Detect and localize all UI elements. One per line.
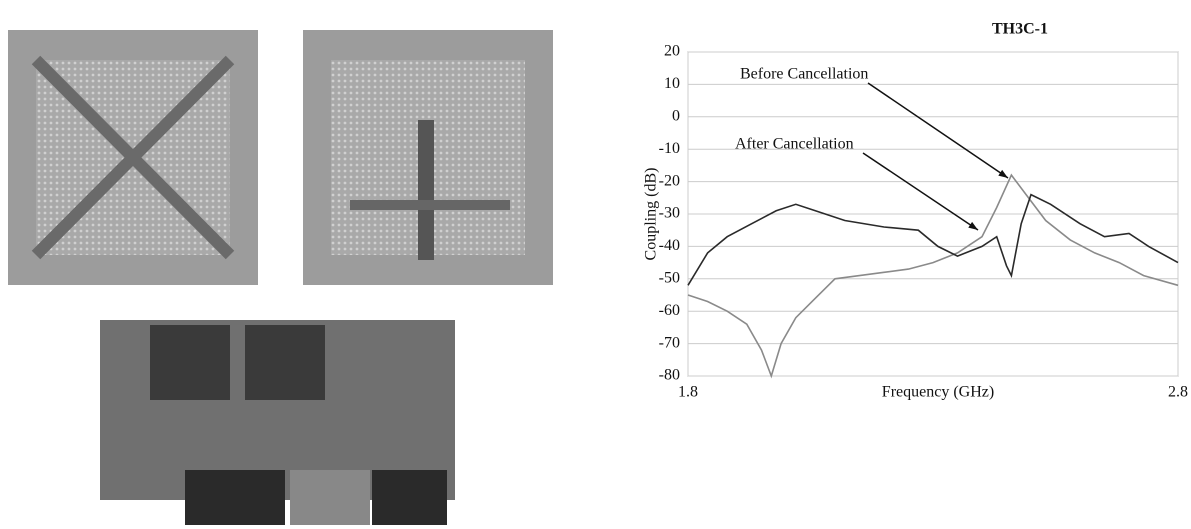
x-axis-label: Frequency (GHz) (882, 384, 994, 401)
y-tick-label: -40 (659, 237, 680, 254)
y-tick-label: -60 (659, 302, 680, 319)
annotation-arrow (867, 82, 1009, 179)
y-tick-label: 10 (664, 75, 680, 92)
x-tick-label: 2.8 (1168, 384, 1188, 401)
arrow-head (968, 221, 978, 230)
annotation: After Cancellation (735, 136, 854, 153)
chip-photo-1 (8, 30, 258, 285)
annotation: Before Cancellation (740, 66, 868, 83)
y-tick-label: -50 (659, 269, 680, 286)
data-line (687, 193, 1179, 286)
evaluation-board-photo (100, 320, 455, 525)
y-tick-label: -20 (659, 172, 680, 189)
y-tick-label: -80 (659, 367, 680, 384)
data-line (687, 173, 1179, 379)
y-tick-label: -70 (659, 334, 680, 351)
annotation-arrow (862, 152, 979, 231)
chart-title: TH3C-1 (992, 21, 1048, 38)
arrow-head (998, 169, 1008, 178)
y-tick-label: -30 (659, 205, 680, 222)
y-tick-label: -10 (659, 140, 680, 157)
chip-photo-2 (303, 30, 553, 285)
x-tick-label: 1.8 (678, 384, 698, 401)
y-tick-label: 20 (664, 43, 680, 60)
y-tick-label: 0 (672, 107, 680, 124)
y-axis-label: Coupling (dB) (643, 168, 660, 261)
